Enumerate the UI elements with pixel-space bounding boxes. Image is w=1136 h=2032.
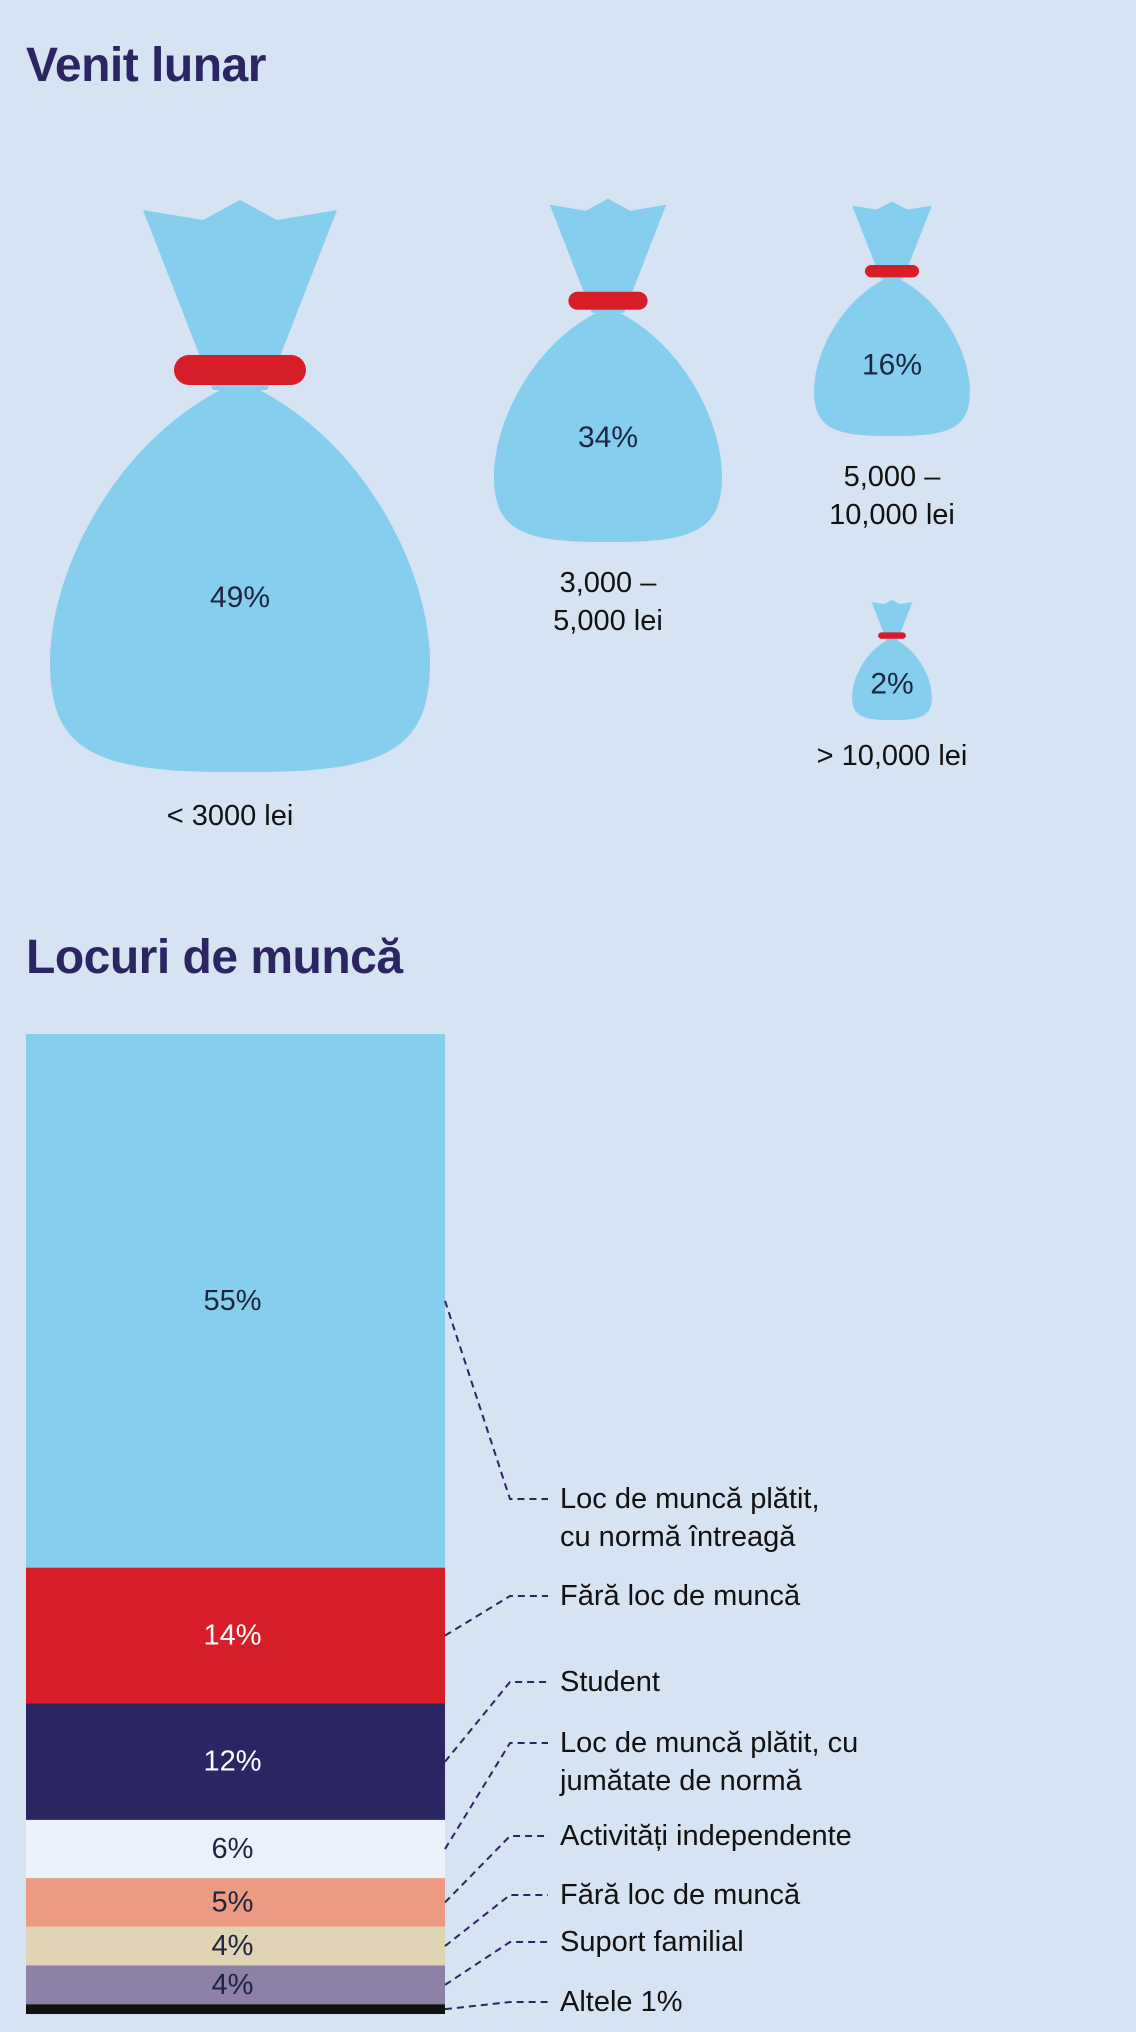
bag-neck <box>852 201 932 280</box>
bag-category-label: < 3000 lei <box>167 800 294 832</box>
jobs-stacked-bar: 55% Loc de muncă plătit, cu normă întreagă… <box>26 1034 858 2018</box>
money-bag-icon <box>494 198 722 542</box>
bag-tie <box>864 265 920 278</box>
money-bag-icon <box>852 599 932 720</box>
leader-line <box>444 1894 548 1947</box>
leader-line <box>444 2001 548 2011</box>
leader-line <box>444 1595 548 1637</box>
leader-line <box>444 1681 548 1763</box>
legend-label: Loc de muncă plătit, cu <box>560 1727 858 1759</box>
income-section-title: Venit lunar <box>26 39 266 92</box>
stacked-bar-segment <box>26 1926 445 1966</box>
bag-percent-label: 49% <box>210 581 270 614</box>
legend-label: Fără loc de muncă <box>560 1879 801 1911</box>
legend-label: cu normă întreagă <box>560 1521 796 1553</box>
stacked-bar-segment <box>26 2004 445 2014</box>
segment-percent-label: 5% <box>212 1886 254 1918</box>
leader-line <box>444 1742 548 1850</box>
bag-body <box>852 636 932 720</box>
bag-neck <box>143 200 337 390</box>
segment-percent-label: 4% <box>212 1969 254 2001</box>
bag-tie <box>174 355 306 385</box>
stacked-bar-segment <box>26 1819 445 1879</box>
segment-percent-label: 6% <box>212 1833 254 1865</box>
bag-category-label: 5,000 – <box>844 461 942 493</box>
stacked-bar-segment <box>26 1567 445 1704</box>
leader-line <box>444 1300 548 1500</box>
bag-tie <box>878 632 906 639</box>
bag-body <box>50 372 430 772</box>
bag-tie <box>568 291 648 310</box>
legend-label: Fără loc de muncă <box>560 1580 801 1612</box>
bag-neck <box>871 599 913 640</box>
bag-percent-label: 34% <box>578 421 638 454</box>
bag-body <box>494 302 722 542</box>
segment-percent-label: 12% <box>203 1746 261 1778</box>
money-bag-icon <box>50 200 430 772</box>
stacked-bar-segment <box>26 1878 445 1927</box>
stacked-bar-segment <box>26 1034 445 1568</box>
stacked-bar-segment <box>26 1965 445 2005</box>
bag-neck <box>549 198 667 313</box>
stacked-bar-segment <box>26 1703 445 1820</box>
legend-label: Activități independente <box>560 1820 852 1852</box>
leader-line <box>444 1941 548 1986</box>
jobs-section-title: Locuri de muncă <box>26 931 403 984</box>
legend-label: Loc de muncă plătit, <box>560 1483 820 1515</box>
bag-body <box>814 272 970 436</box>
bag-category-label: > 10,000 lei <box>817 740 968 772</box>
segment-percent-label: 4% <box>212 1930 254 1962</box>
bag-category-label: 10,000 lei <box>829 499 955 531</box>
income-bags: 49% < 3000 lei 34% 3,000 – 5,000 lei 16% 5,000… <box>50 198 970 832</box>
bag-percent-label: 16% <box>862 348 922 381</box>
legend-label: Altele 1% <box>560 1986 683 2018</box>
bag-category-label: 3,000 – <box>560 567 658 599</box>
legend-label: Student <box>560 1666 660 1698</box>
segment-percent-label: 14% <box>203 1620 261 1652</box>
legend-label: Suport familial <box>560 1926 744 1958</box>
segment-percent-label: 55% <box>203 1285 261 1317</box>
legend-label: jumătate de normă <box>559 1765 803 1797</box>
leader-line <box>444 1835 548 1904</box>
bag-percent-label: 2% <box>870 667 913 700</box>
bag-category-label: 5,000 lei <box>553 605 663 637</box>
money-bag-icon <box>814 201 970 436</box>
